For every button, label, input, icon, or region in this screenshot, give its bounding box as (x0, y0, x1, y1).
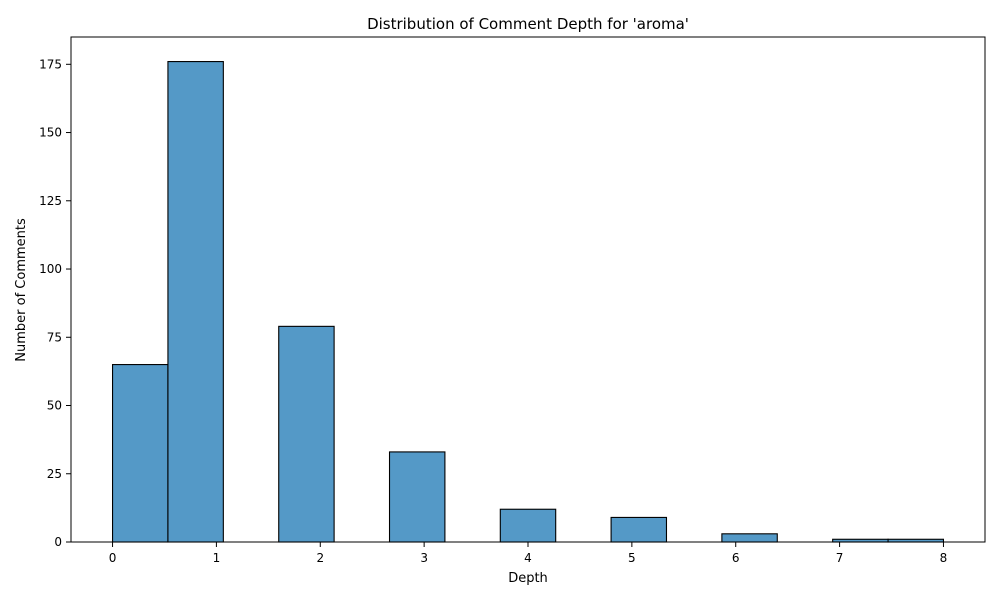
x-tick-label: 5 (628, 551, 636, 565)
x-axis-label: Depth (508, 571, 548, 586)
histogram-bar (610, 516, 668, 543)
bars-group (111, 61, 945, 543)
histogram-bar (111, 364, 169, 543)
chart-title: Distribution of Comment Depth for 'aroma… (367, 15, 689, 33)
y-tick-label: 50 (47, 399, 62, 413)
histogram-bar (388, 451, 446, 543)
y-tick-label: 0 (54, 535, 62, 549)
y-axis-label: Number of Comments (14, 218, 29, 362)
y-tick-label: 100 (39, 262, 62, 276)
x-axis-ticks: 0 1 2 3 4 5 6 7 8 (109, 542, 948, 565)
x-tick-label: 3 (420, 551, 428, 565)
x-tick-label: 1 (213, 551, 221, 565)
histogram-bar (721, 533, 778, 543)
y-tick-label: 175 (39, 57, 62, 71)
y-tick-label: 75 (47, 330, 62, 344)
x-tick-label: 4 (524, 551, 532, 565)
x-tick-label: 0 (109, 551, 117, 565)
y-tick-label: 25 (47, 467, 62, 481)
y-axis-ticks: 0 25 50 75 100 125 150 175 (39, 57, 71, 549)
histogram-bar (167, 61, 224, 543)
x-tick-label: 7 (836, 551, 844, 565)
x-tick-label: 8 (940, 551, 948, 565)
x-tick-label: 2 (316, 551, 324, 565)
y-tick-label: 150 (39, 126, 62, 140)
y-tick-label: 125 (39, 194, 62, 208)
x-tick-label: 6 (732, 551, 740, 565)
histogram-bar (278, 325, 335, 543)
histogram-bar (499, 508, 557, 543)
